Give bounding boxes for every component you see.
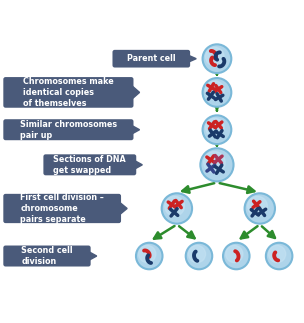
- Text: First cell division –
chromosome
pairs separate: First cell division – chromosome pairs s…: [20, 193, 104, 224]
- Circle shape: [202, 78, 231, 107]
- Circle shape: [266, 243, 292, 269]
- Text: Sections of DNA
get swapped: Sections of DNA get swapped: [54, 155, 126, 175]
- FancyBboxPatch shape: [3, 245, 91, 266]
- FancyBboxPatch shape: [43, 154, 136, 175]
- Circle shape: [186, 243, 212, 269]
- Circle shape: [206, 118, 224, 137]
- Circle shape: [139, 245, 156, 263]
- Text: Parent cell: Parent cell: [127, 54, 176, 63]
- Text: Second cell
division: Second cell division: [21, 246, 73, 266]
- Polygon shape: [131, 85, 140, 99]
- FancyBboxPatch shape: [112, 50, 190, 68]
- Circle shape: [136, 243, 163, 269]
- Text: Similar chromosomes
pair up: Similar chromosomes pair up: [20, 120, 117, 140]
- FancyBboxPatch shape: [3, 119, 133, 140]
- Circle shape: [202, 115, 231, 144]
- Circle shape: [268, 245, 286, 263]
- Polygon shape: [131, 125, 140, 134]
- Polygon shape: [134, 160, 142, 169]
- Circle shape: [223, 243, 250, 269]
- Circle shape: [248, 196, 268, 216]
- Circle shape: [165, 196, 185, 216]
- Circle shape: [206, 47, 224, 66]
- Polygon shape: [88, 252, 97, 261]
- Circle shape: [202, 44, 231, 73]
- Circle shape: [162, 193, 192, 224]
- Circle shape: [206, 81, 224, 99]
- Circle shape: [200, 148, 233, 182]
- Polygon shape: [188, 55, 196, 62]
- Circle shape: [245, 193, 275, 224]
- FancyBboxPatch shape: [3, 77, 133, 108]
- Circle shape: [204, 151, 225, 173]
- Circle shape: [226, 245, 243, 263]
- FancyBboxPatch shape: [3, 194, 121, 223]
- Circle shape: [188, 245, 206, 263]
- Polygon shape: [119, 202, 127, 215]
- Text: Chromosomes make
identical copies
of themselves: Chromosomes make identical copies of the…: [23, 77, 114, 108]
